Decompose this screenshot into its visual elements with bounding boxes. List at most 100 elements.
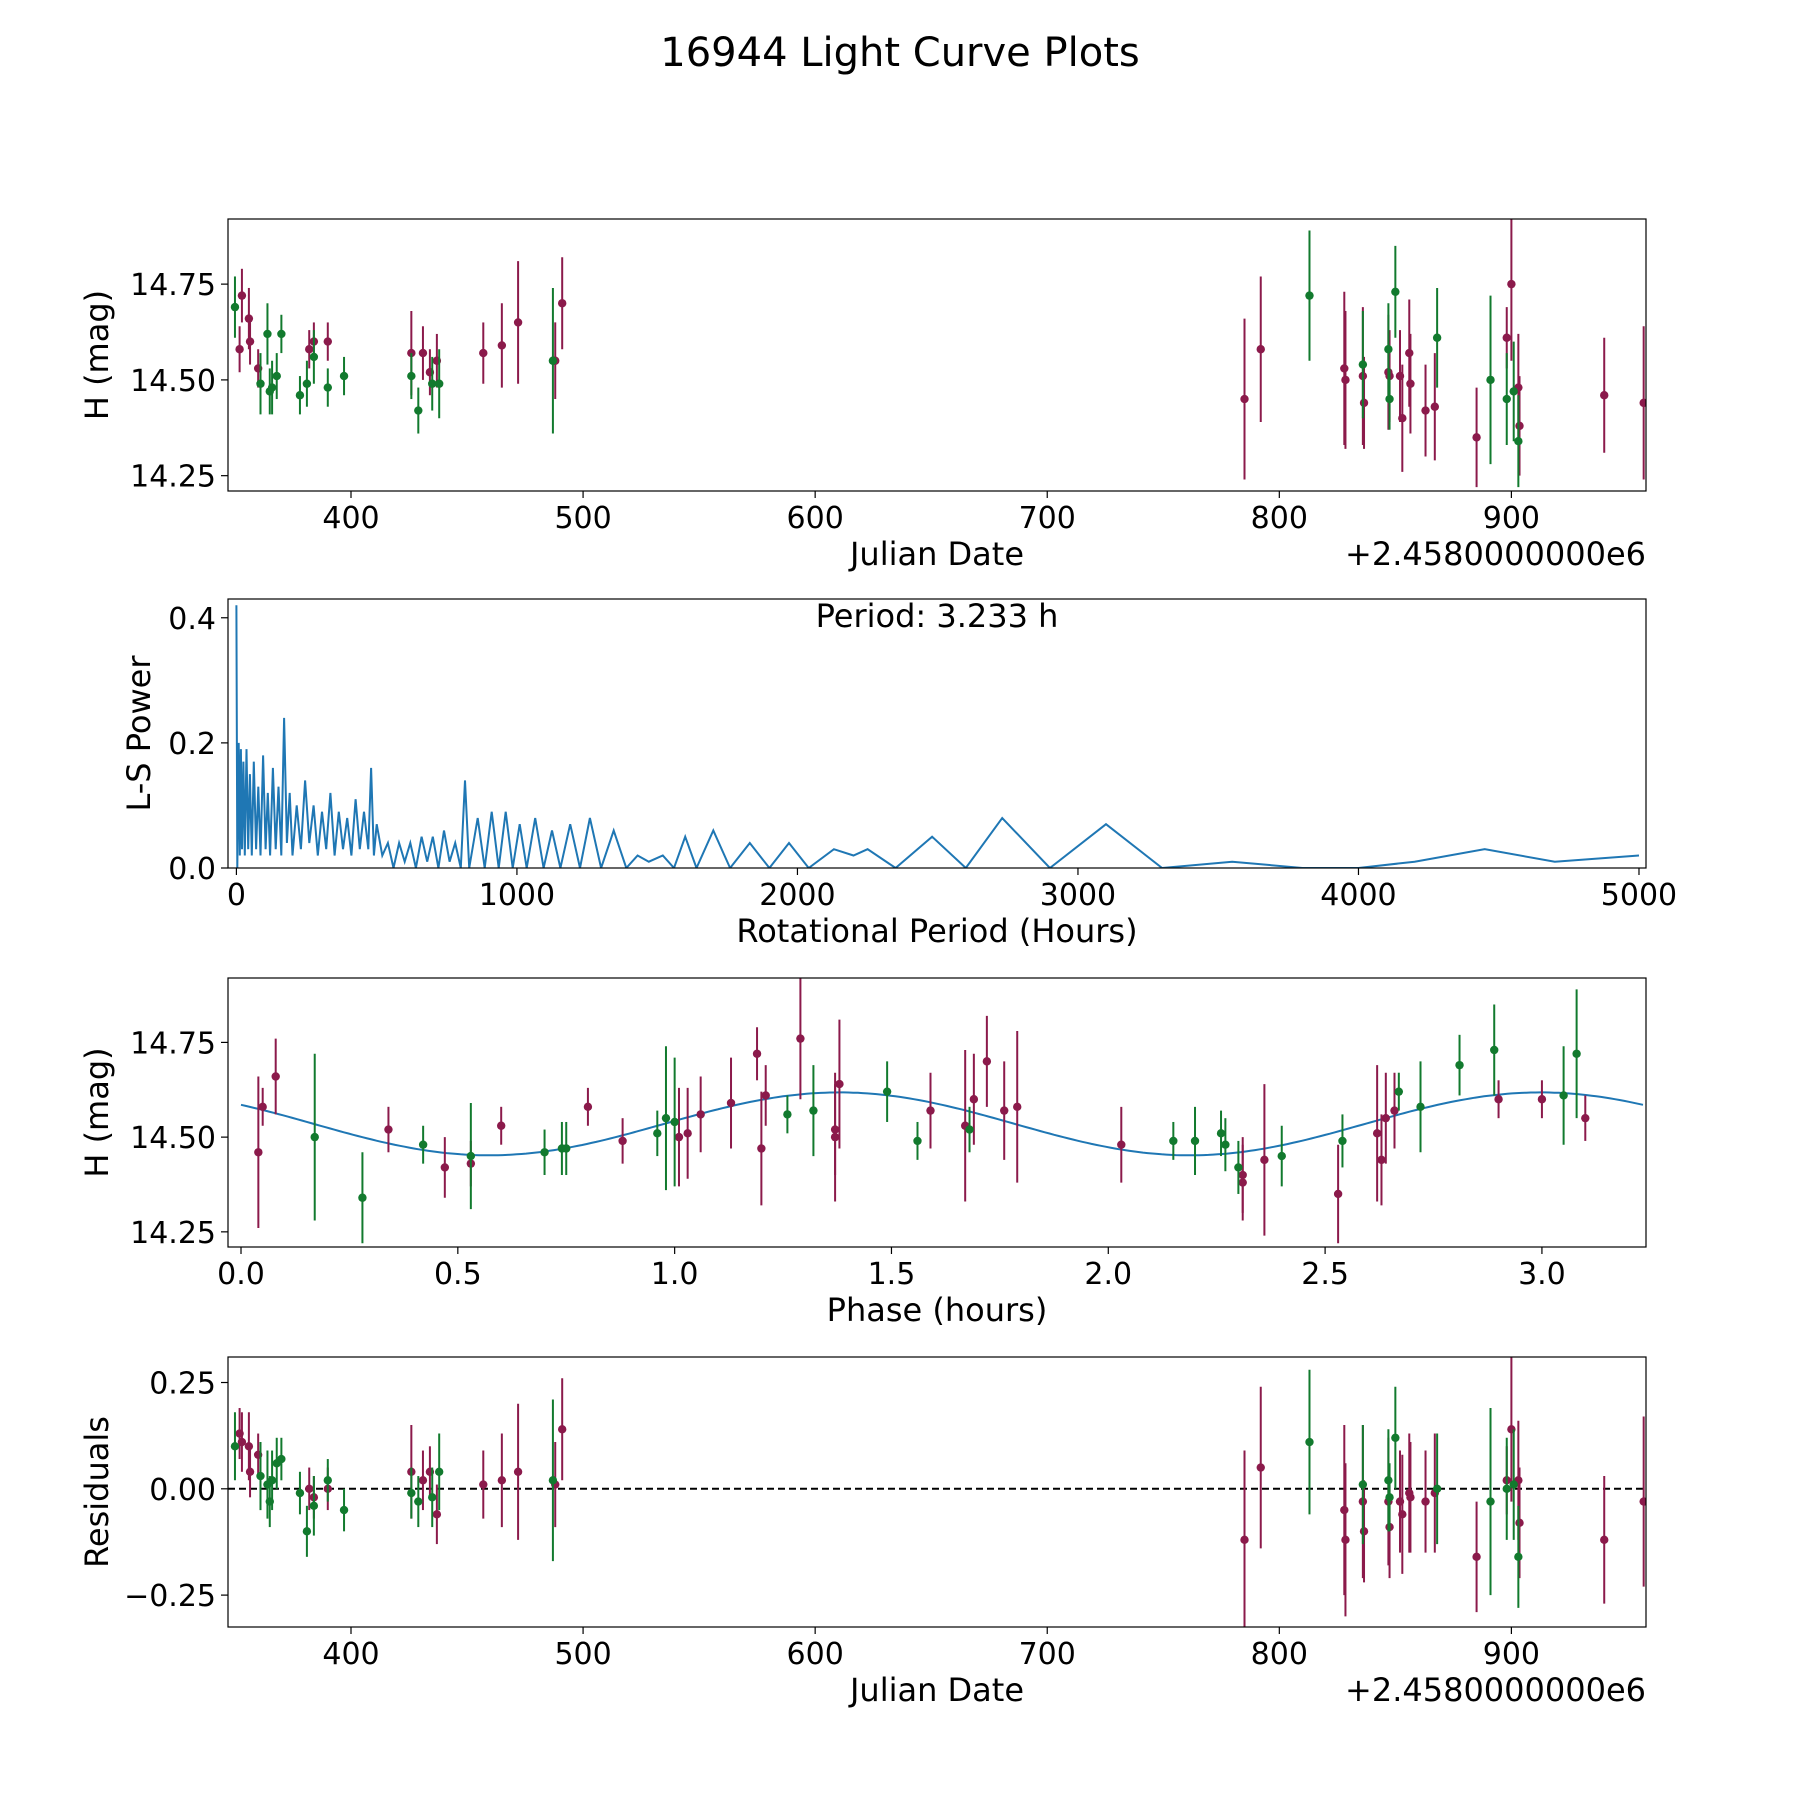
- periodogram-line: [235, 605, 1640, 868]
- series_a-data-point: [1333, 1189, 1343, 1199]
- phased-plot-area: [240, 978, 1644, 1244]
- series_a-data-point: [1639, 1497, 1646, 1506]
- series_a-data-point: [1340, 1505, 1349, 1515]
- series_a-data-point: [497, 1476, 507, 1485]
- series_a-data-point: [1390, 1106, 1399, 1115]
- x-tick-label: 2000: [759, 878, 835, 913]
- series_a-data-point: [1537, 1095, 1547, 1104]
- x-tick-label: 1000: [479, 878, 555, 913]
- series_b-data-point: [263, 329, 272, 339]
- series_b-data-point: [302, 1527, 312, 1536]
- y-tick-label: 14.50: [130, 1121, 216, 1156]
- series_a-data-point: [237, 291, 247, 300]
- series_a-data-point: [1260, 1155, 1269, 1165]
- y-axis-label: H (mag): [78, 290, 116, 420]
- series_a-data-point: [1256, 1463, 1265, 1472]
- series_b-data-point: [277, 329, 286, 339]
- series_a-data-point: [384, 1125, 393, 1134]
- series_a-data-point: [1430, 402, 1440, 411]
- series_b-data-point: [256, 379, 265, 388]
- series_b-data-point: [323, 383, 332, 392]
- axes-frame: [227, 218, 1647, 492]
- series_a-data-point: [1238, 1170, 1247, 1180]
- series_a-data-point: [752, 1049, 762, 1058]
- series_a-data-point: [1639, 398, 1646, 408]
- series_b-data-point: [434, 379, 444, 388]
- series_b-data-point: [1384, 1476, 1393, 1485]
- series_b-data-point: [965, 1125, 974, 1134]
- series_b-data-point: [1277, 1151, 1286, 1161]
- x-axis-label: Julian Date: [848, 535, 1024, 573]
- y-tick-label: 0.25: [149, 1367, 216, 1402]
- x-tick-label: 900: [1483, 1637, 1540, 1672]
- series_b-data-point: [428, 1493, 437, 1502]
- series_b-data-point: [414, 1497, 423, 1506]
- series_a-data-point: [323, 337, 332, 346]
- series_a-data-point: [1515, 421, 1524, 431]
- series_b-data-point: [1394, 1087, 1404, 1096]
- x-tick-label: 3.0: [1518, 1257, 1566, 1292]
- series_a-data-point: [557, 299, 567, 308]
- series_b-data-point: [1514, 1552, 1523, 1562]
- series_b-data-point: [882, 1087, 892, 1096]
- x-tick-label: 0.0: [217, 1257, 265, 1292]
- series_a-data-point: [1421, 1497, 1430, 1506]
- series_b-data-point: [1385, 394, 1394, 404]
- series_a-data-point: [418, 1476, 428, 1485]
- series_b-data-point: [913, 1136, 922, 1146]
- series_a-data-point: [254, 1148, 263, 1157]
- series_b-data-point: [339, 1505, 349, 1515]
- series_a-data-point: [926, 1106, 935, 1115]
- series_a-data-point: [245, 1467, 255, 1477]
- series_a-data-point: [583, 1102, 593, 1112]
- series_b-data-point: [1416, 1102, 1425, 1112]
- x-axis-offset-text: +2.4580000000e6: [1345, 1671, 1646, 1709]
- series_b-data-point: [1455, 1060, 1464, 1070]
- x-tick-label: 500: [554, 501, 611, 536]
- series_b-data-point: [1490, 1045, 1499, 1055]
- y-tick-label: 14.75: [130, 268, 216, 303]
- axes-frame: [227, 977, 1647, 1248]
- series_a-data-point: [969, 1095, 979, 1104]
- series_b-data-point: [267, 1476, 277, 1485]
- series_a-data-point: [1494, 1095, 1503, 1104]
- series_a-data-point: [244, 1442, 254, 1451]
- series_b-data-point: [1391, 287, 1400, 296]
- series_b-data-point: [1338, 1136, 1347, 1146]
- series_b-data-point: [339, 371, 349, 381]
- series_a-data-point: [479, 1480, 488, 1489]
- series_b-data-point: [548, 356, 558, 365]
- series_a-data-point: [1359, 1527, 1369, 1536]
- series_b-data-point: [295, 391, 305, 400]
- series_b-data-point: [256, 1471, 265, 1481]
- lightcurve-panel: 400 500 600 700 800 900 14.25 14.50 14.75 Julian …: [78, 218, 1647, 573]
- x-tick-label: 600: [787, 1637, 844, 1672]
- series_a-data-point: [1256, 345, 1265, 354]
- series_b-data-point: [1486, 1497, 1495, 1506]
- axes-frame: [227, 1356, 1647, 1628]
- series_b-data-point: [1559, 1091, 1568, 1100]
- figure-title: 16944 Light Curve Plots: [660, 30, 1139, 76]
- series_b-data-point: [1509, 1480, 1518, 1489]
- series_a-data-point: [1000, 1106, 1009, 1115]
- series_a-data-point: [1507, 279, 1516, 289]
- series_a-data-point: [440, 1163, 450, 1172]
- y-tick-label: 14.75: [130, 1026, 216, 1061]
- series_b-data-point: [407, 371, 416, 381]
- series_b-data-point: [407, 1488, 416, 1498]
- series_a-data-point: [757, 1144, 766, 1153]
- periodogram-plot-area: [235, 605, 1640, 868]
- period-annotation: Period: 3.233 h: [816, 597, 1059, 635]
- x-axis-label: Phase (hours): [827, 1291, 1048, 1329]
- series_a-data-point: [557, 1425, 567, 1434]
- residuals-panel: 400 500 600 700 800 900 −0.25 0.00 0.25 Julian Da…: [78, 1356, 1647, 1709]
- y-tick-label: 0.4: [168, 602, 216, 637]
- y-tick-label: 14.50: [130, 364, 216, 399]
- series_b-data-point: [1385, 1493, 1394, 1502]
- series_b-data-point: [277, 1454, 286, 1464]
- series_b-data-point: [1432, 333, 1442, 342]
- series_b-data-point: [1305, 1437, 1314, 1447]
- series_a-data-point: [1359, 398, 1369, 408]
- x-tick-label: 700: [1019, 1637, 1076, 1672]
